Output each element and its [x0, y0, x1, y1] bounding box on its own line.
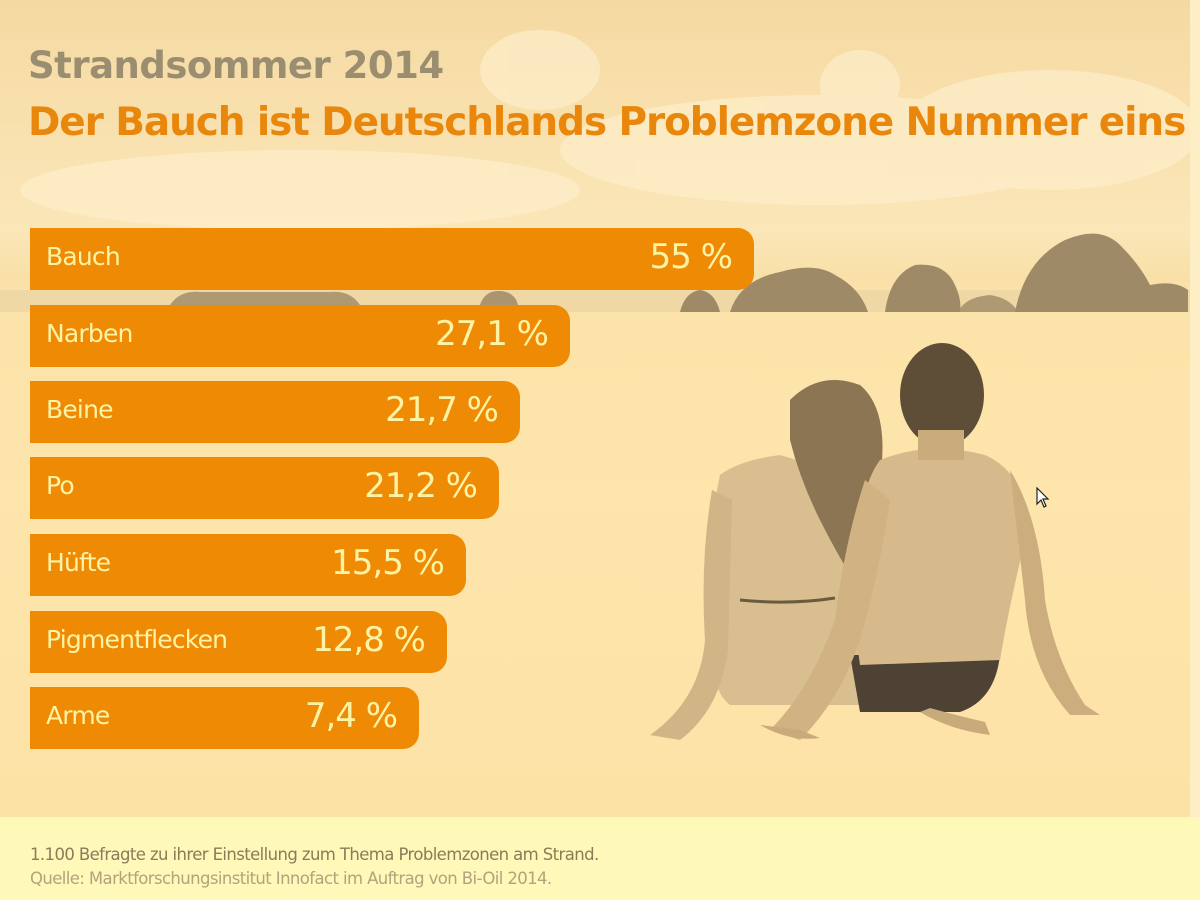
survey-note: 1.100 Befragte zu ihrer Einstellung zum … [30, 845, 599, 864]
bar-label: Po [46, 471, 75, 500]
bar-value: 21,7 % [385, 390, 499, 430]
bar-beine: Beine 21,7 % [30, 381, 520, 443]
bar-value: 55 % [649, 237, 733, 277]
bar-po: Po 21,2 % [30, 457, 499, 519]
bar-value: 21,2 % [364, 466, 478, 506]
bar-label: Bauch [46, 242, 121, 271]
bar-label: Narben [46, 319, 133, 348]
bar-label: Pigmentflecken [46, 625, 228, 654]
couple-figure [650, 343, 1100, 740]
bar-value: 15,5 % [331, 543, 445, 583]
bar-pigmentflecken: Pigmentflecken 12,8 % [30, 611, 447, 673]
bar-label: Arme [46, 701, 110, 730]
chart-title: Strandsommer 2014 [28, 44, 444, 87]
bar-bauch: Bauch 55 % [30, 228, 754, 290]
bar-label: Beine [46, 395, 114, 424]
source-note: Quelle: Marktforschungsinstitut Innofact… [30, 869, 552, 888]
bar-value: 27,1 % [435, 314, 549, 354]
right-edge-strip [1190, 0, 1200, 817]
islands [170, 233, 1188, 312]
bar-label: Hüfte [46, 548, 111, 577]
bar-huefte: Hüfte 15,5 % [30, 534, 466, 596]
bar-arme: Arme 7,4 % [30, 687, 419, 749]
footer: 1.100 Befragte zu ihrer Einstellung zum … [0, 817, 1200, 900]
mouse-pointer-icon [1036, 487, 1050, 508]
clouds [20, 30, 1190, 230]
chart-subtitle: Der Bauch ist Deutschlands Problemzone N… [28, 100, 1186, 145]
bar-value: 12,8 % [312, 620, 426, 660]
bar-value: 7,4 % [304, 696, 398, 736]
bar-narben: Narben 27,1 % [30, 305, 570, 367]
